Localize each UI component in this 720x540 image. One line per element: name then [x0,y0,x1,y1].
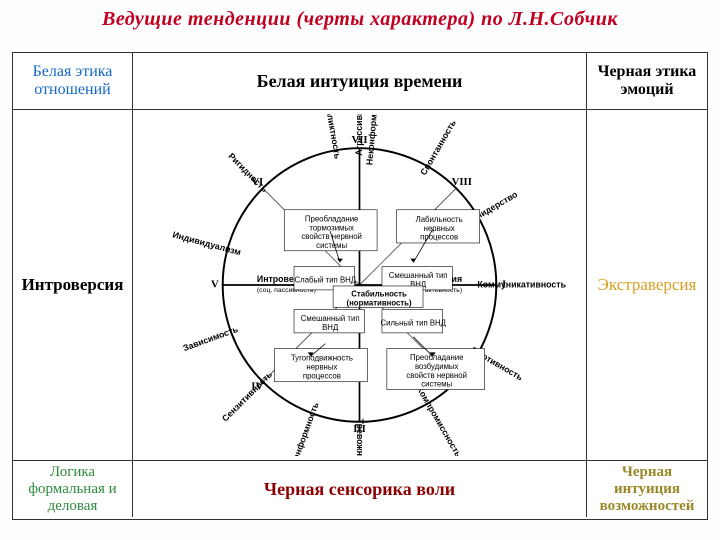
svg-text:системы: системы [316,241,347,250]
svg-text:Стабильность: Стабильность [351,290,407,299]
svg-text:VIII: VIII [452,176,472,188]
svg-text:процессов: процессов [303,371,341,380]
svg-text:свойств нервной: свойств нервной [406,371,467,380]
svg-text:ВНД: ВНД [322,323,339,332]
svg-text:Преобладание: Преобладание [410,353,464,362]
svg-text:тормозимых: тормозимых [309,223,354,232]
svg-text:Тревожность: Тревожность [355,419,365,456]
cell-top-right: Черная этика эмоций [587,53,707,109]
svg-text:процессов: процессов [420,233,458,242]
cell-bot-left: Логика формальная и деловая [13,461,133,517]
svg-text:нервных: нервных [306,363,337,372]
svg-text:Лабильность: Лабильность [416,215,463,224]
svg-text:Агрессивность: Агрессивность [354,114,364,156]
svg-text:Коммуникативность: Коммуникативность [477,279,566,289]
cell-bot-center: Черная сенсорика воли [133,461,587,517]
svg-text:Тугоподвижность: Тугоподвижность [291,354,353,363]
svg-text:Смешанный тип: Смешанный тип [301,314,360,323]
svg-text:V: V [211,278,219,290]
cell-mid-right: Экстраверсия [587,110,707,460]
svg-text:системы: системы [421,380,452,389]
svg-text:Преобладание: Преобладание [305,214,359,223]
svg-text:(нормативность): (нормативность) [347,299,412,308]
diagram-cell: IIIIIIIVVVIVIIVIIIТревожностьКомпромиссн… [133,110,587,460]
layout-grid: Белая этика отношений Белая интуиция вре… [12,52,708,520]
cell-mid-left: Интроверсия [13,110,133,460]
cell-bot-right: Черная интуиция возможностей [587,461,707,517]
cell-top-left: Белая этика отношений [13,53,133,109]
svg-text:нервных: нервных [424,224,455,233]
svg-text:возбудимых: возбудимых [415,362,459,371]
page-title: Ведущие тенденции (черты характера) по Л… [0,8,720,31]
radial-diagram: IIIIIIIVVVIVIIVIIIТревожностьКомпромиссн… [137,114,582,456]
cell-top-center: Белая интуиция времени [133,53,587,109]
svg-text:Смешанный тип: Смешанный тип [389,271,448,280]
svg-text:Слабый тип ВНД: Слабый тип ВНД [295,276,357,285]
svg-text:Сильный тип ВНД: Сильный тип ВНД [381,319,447,328]
